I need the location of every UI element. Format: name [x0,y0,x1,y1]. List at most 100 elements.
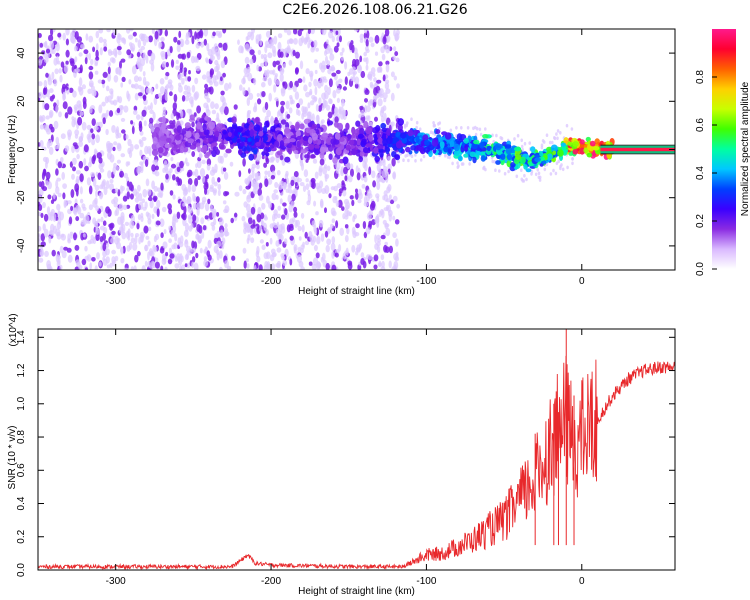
noise-dot [210,203,213,212]
noise-dot [280,226,286,234]
y-tick-label: -20 [16,190,27,205]
noise-dot [76,261,81,268]
noise-dot [84,57,88,65]
noise-dot [99,236,104,243]
snr-series-line [38,355,675,570]
noise-dot [275,228,281,237]
noise-dot [388,245,393,254]
noise-dot [155,83,159,90]
noise-dot [181,213,186,219]
noise-dot [360,109,365,118]
noise-dot [173,242,178,250]
noise-dot [110,51,114,55]
noise-dot [397,159,400,164]
noise-dot [404,154,408,158]
noise-dot [98,36,104,44]
noise-dot [394,51,399,57]
signal-mark [218,142,225,150]
noise-dot [371,170,376,179]
noise-dot [185,222,189,232]
signal-mark [397,118,405,126]
noise-dot [216,212,220,217]
noise-dot [152,111,156,121]
noise-dot [556,129,560,133]
signal-mark [233,130,238,137]
noise-dot [252,219,256,227]
noise-dot [219,266,223,270]
noise-dot [84,165,89,172]
noise-dot [308,261,313,266]
noise-dot [67,254,73,263]
noise-dot [551,140,554,145]
noise-dot [256,255,261,263]
noise-dot [160,36,165,42]
noise-dot [134,197,140,203]
noise-dot [70,205,74,211]
noise-dot [120,153,126,158]
noise-dot [559,166,562,171]
noise-dot [144,145,149,155]
noise-dot [333,45,339,53]
noise-dot [247,110,252,115]
noise-dot [318,219,324,228]
noise-dot [71,29,76,38]
noise-dot [295,67,299,74]
noise-dot [174,263,180,269]
noise-dot [357,199,362,204]
noise-dot [302,185,307,193]
noise-dot [91,133,96,140]
signal-mark [373,136,379,144]
noise-dot [189,96,194,105]
noise-dot [261,155,265,160]
noise-dot [334,106,339,114]
noise-dot [330,186,335,191]
noise-dot [113,75,119,83]
noise-dot [125,161,129,167]
noise-dot [381,115,385,123]
noise-dot [290,179,295,187]
signal-mark [307,122,313,128]
x-axis-label: Height of straight line (km) [298,286,415,297]
noise-dot [51,71,55,81]
noise-dot [38,233,41,238]
noise-dot [321,60,326,70]
signal-mark [179,145,185,154]
noise-dot [195,196,200,203]
signal-mark [258,130,264,137]
noise-dot [86,124,92,131]
noise-dot [141,109,147,117]
noise-dot [110,100,115,105]
noise-dot [341,206,345,212]
signal-mark [547,153,553,160]
noise-dot [69,234,73,239]
noise-dot [128,149,133,159]
noise-dot [378,90,382,95]
noise-dot [90,171,95,178]
noise-dot [164,92,168,101]
noise-dot [104,96,109,104]
noise-dot [335,220,339,229]
noise-dot [302,76,306,83]
noise-dot [289,235,294,241]
noise-dot [39,42,44,48]
noise-dot [557,159,560,164]
noise-dot [331,218,335,223]
noise-dot [59,264,63,270]
x-tick-label: -200 [261,276,281,287]
noise-dot [332,195,338,204]
noise-dot [143,120,147,127]
noise-dot [335,69,341,75]
noise-dot [47,194,52,200]
noise-dot [196,207,200,216]
noise-dot [141,198,146,204]
noise-dot [153,235,157,243]
noise-dot [165,71,170,77]
noise-dot [203,38,207,46]
noise-dot [138,120,143,129]
noise-dot [359,38,364,44]
noise-dot [212,31,216,37]
signal-mark [284,156,291,163]
noise-dot [246,97,250,106]
noise-dot [184,84,188,91]
noise-dot [339,35,342,43]
